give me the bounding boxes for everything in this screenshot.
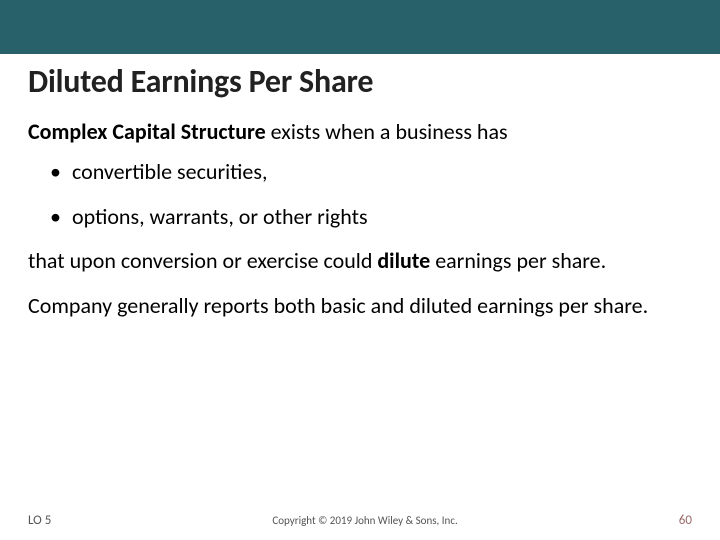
intro-rest: exists when a business has (266, 118, 508, 145)
copyright: Copyright © 2019 John Wiley & Sons, Inc. (272, 514, 457, 527)
bullet-item: options, warrants, or other rights (28, 204, 692, 230)
para-reports: Company generally reports both basic and… (28, 293, 692, 319)
para1-post: earnings per share. (430, 247, 606, 274)
para1-pre: that upon conversion or exercise could (28, 247, 377, 274)
para-dilute: that upon conversion or exercise could d… (28, 248, 692, 274)
content-area: Diluted Earnings Per Share Complex Capit… (0, 54, 720, 319)
footer: LO 5 Copyright © 2019 John Wiley & Sons,… (0, 513, 720, 528)
bullet-list: convertible securities, options, warrant… (28, 159, 692, 230)
slide-title: Diluted Earnings Per Share (28, 62, 692, 101)
para1-bold: dilute (377, 247, 430, 274)
intro-line: Complex Capital Structure exists when a … (28, 119, 692, 145)
bullet-item: convertible securities, (28, 159, 692, 185)
page-number: 60 (679, 513, 692, 528)
intro-lead: Complex Capital Structure (28, 118, 266, 145)
topbar (0, 0, 720, 54)
learning-objective: LO 5 (28, 513, 51, 528)
slide: Diluted Earnings Per Share Complex Capit… (0, 0, 720, 540)
